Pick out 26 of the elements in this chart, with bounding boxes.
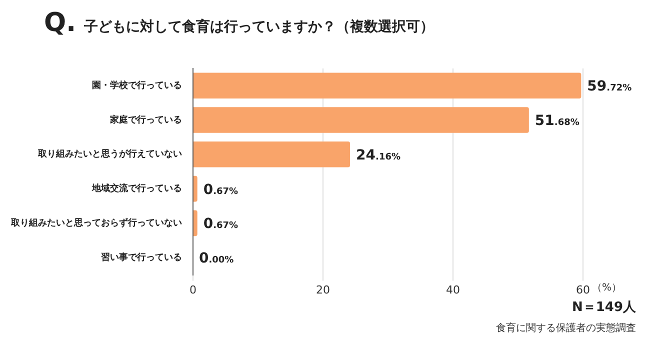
text: N＝149人 [572, 299, 636, 316]
bar [194, 176, 198, 202]
bar [194, 210, 198, 236]
y-tick-label: 取り組みたいと思うが行えていない [37, 148, 182, 160]
bar [194, 107, 529, 133]
y-tick-label: 園・学校で行っている [92, 80, 182, 91]
text: Q. [44, 8, 76, 38]
x-tick-label: 40 [446, 283, 460, 296]
data-label: 0.00% [199, 250, 234, 267]
chart-title: 子どもに対して食育は行っていますか？（複数選択可） [84, 18, 434, 36]
data-label: 59.72% [587, 78, 632, 95]
y-tick-label: 取り組みたいと思っておらず行っていない [10, 218, 182, 229]
data-label: 0.67% [203, 216, 238, 232]
bar [194, 142, 350, 168]
data-label: 24.16% [356, 147, 400, 164]
x-tick-label: 60 [576, 283, 590, 296]
data-label: 51.68% [534, 113, 580, 129]
y-tick-label: 習い事で行っている [101, 252, 182, 263]
bar [194, 72, 582, 98]
y-tick-label: 地域交流で行っている [91, 183, 182, 194]
x-tick-label: 20 [316, 283, 330, 296]
text: 食育に関する保護者の実態調査 [496, 322, 636, 335]
data-label: 0.67% [203, 182, 238, 198]
y-tick-label: 家庭で行っている [109, 114, 182, 126]
x-axis-title: （%） [592, 282, 622, 294]
x-tick-label: 0 [190, 283, 196, 296]
